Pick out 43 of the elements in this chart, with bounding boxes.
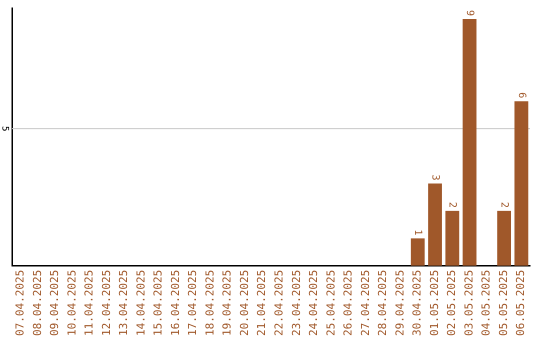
x-tick-label: 14.04.2025 (134, 270, 148, 336)
x-tick-label: 25.04.2025 (324, 270, 338, 336)
bar (445, 210, 460, 266)
x-tick-label: 10.04.2025 (65, 270, 78, 336)
data-label: 2 (446, 202, 458, 208)
data-label: 1 (412, 229, 424, 236)
data-label: 3 (429, 174, 440, 181)
ref-line-label: 5 (0, 126, 10, 132)
x-tick-label: 19.04.2025 (220, 270, 234, 336)
x-tick-label: 29.04.2025 (393, 270, 406, 336)
x-tick-label: 07.04.2025 (13, 270, 26, 336)
x-tick-label: 22.04.2025 (272, 270, 286, 336)
x-tick-label: 30.04.2025 (410, 270, 424, 336)
x-tick-label: 18.04.2025 (203, 270, 216, 336)
x-tick-label: 05.05.2025 (496, 270, 510, 336)
bar (428, 184, 442, 266)
x-tick-label: 03.05.2025 (462, 270, 476, 336)
bar (497, 210, 512, 266)
x-tick-label: 02.05.2025 (445, 270, 458, 336)
bar (410, 238, 425, 266)
x-tick-label: 01.05.2025 (428, 270, 441, 336)
data-label: 2 (498, 202, 510, 208)
x-tick-label: 15.04.2025 (152, 270, 165, 336)
x-tick-label: 08.04.2025 (30, 270, 44, 336)
bar (462, 18, 476, 266)
data-label: 9 (464, 10, 475, 16)
x-tick-label: 27.04.2025 (358, 270, 372, 336)
x-tick-label: 28.04.2025 (376, 270, 390, 336)
x-tick-label: 09.04.2025 (48, 270, 62, 336)
x-tick-label: 06.05.2025 (514, 270, 528, 336)
x-tick-label: 21.04.2025 (255, 270, 268, 336)
x-tick-label: 17.04.2025 (186, 270, 200, 336)
x-tick-label: 26.04.2025 (342, 270, 355, 336)
data-label: 6 (516, 92, 527, 98)
x-tick-label: 04.05.2025 (480, 270, 493, 336)
bar (514, 101, 528, 266)
x-tick-label: 20.04.2025 (238, 270, 251, 336)
x-tick-label: 12.04.2025 (100, 270, 113, 336)
x-tick-label: 23.04.2025 (290, 270, 303, 336)
x-tick-label: 13.04.2025 (117, 270, 130, 336)
x-tick-label: 24.04.2025 (307, 270, 320, 336)
x-tick-label: 16.04.2025 (168, 270, 182, 336)
x-tick-label: 11.04.2025 (82, 270, 96, 336)
